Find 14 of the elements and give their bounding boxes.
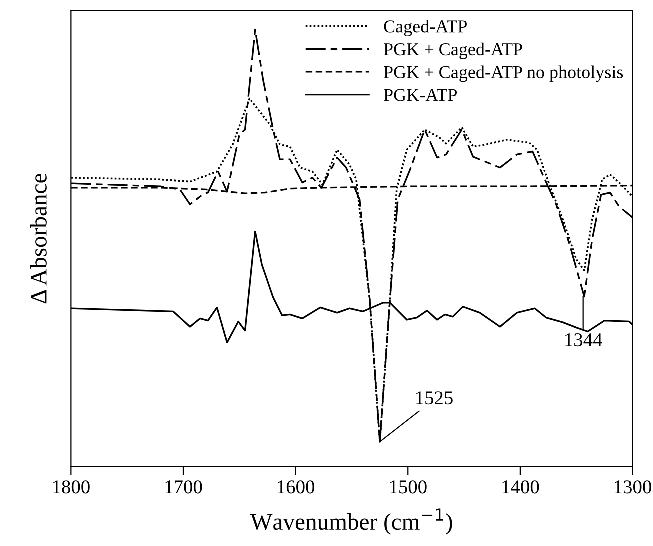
x-tick-label: 1500 — [390, 480, 427, 494]
legend-label: PGK + Caged-ATP — [384, 42, 522, 60]
x-tick-label: 1300 — [615, 480, 652, 494]
y-axis-title: Δ Absorbance — [30, 174, 47, 304]
annotation: 1525 — [416, 392, 453, 405]
x-tick-label: 1600 — [278, 480, 315, 494]
legend-label: PGK + Caged-ATP no photolysis — [384, 66, 624, 82]
x-tick-label: 1400 — [502, 480, 540, 494]
legend-label: Caged-ATP — [384, 20, 468, 36]
x-axis-title: Wavenumber (cm$^{−1}$) — [250, 508, 452, 535]
legend-label: PGK-ATP — [384, 89, 458, 102]
x-tick-label: 1700 — [166, 480, 202, 494]
annotation: 1344 — [566, 334, 602, 347]
x-tick-label: 1800 — [53, 480, 90, 494]
